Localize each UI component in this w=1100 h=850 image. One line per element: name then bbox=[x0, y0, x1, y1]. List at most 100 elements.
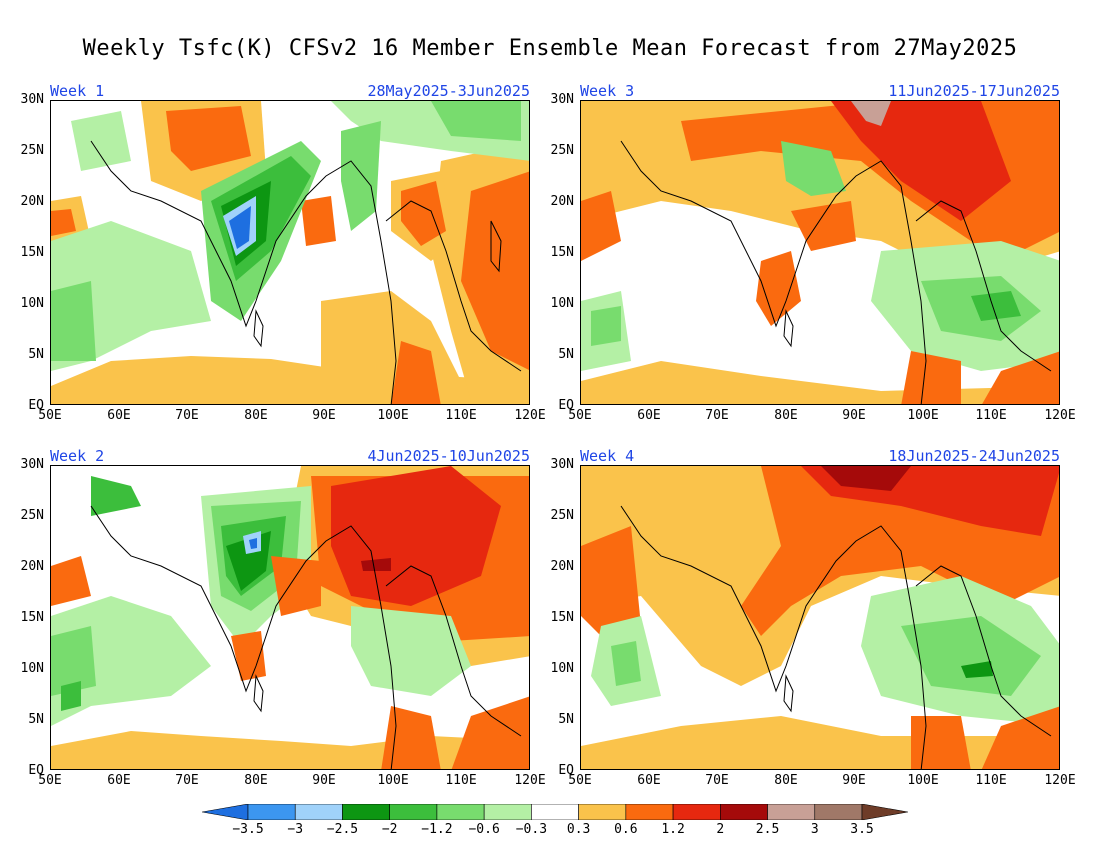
colorbar-swatch bbox=[814, 804, 863, 820]
colorbar-swatch bbox=[720, 804, 768, 820]
lat-label: 10N bbox=[20, 296, 44, 311]
colorbar-label: 3.5 bbox=[850, 822, 874, 837]
lon-label: 50E bbox=[38, 773, 62, 788]
lat-label: 10N bbox=[20, 661, 44, 676]
lat-label: 30N bbox=[20, 92, 44, 107]
colorbar bbox=[202, 804, 908, 820]
colorbar-swatch bbox=[436, 804, 485, 820]
lat-label: 30N bbox=[550, 92, 574, 107]
lon-label: 100E bbox=[377, 773, 409, 788]
lat-label: 5N bbox=[558, 347, 574, 362]
colorbar-swatch bbox=[625, 804, 674, 820]
lat-label: 20N bbox=[550, 559, 574, 574]
lon-label: 60E bbox=[107, 408, 131, 423]
lon-label: 70E bbox=[705, 408, 729, 423]
colorbar-label: −0.6 bbox=[468, 822, 500, 837]
colorbar-label: −2 bbox=[381, 822, 398, 837]
lon-label: 100E bbox=[377, 408, 409, 423]
panel-week-4: Week 4 18Jun2025-24Jun2025 30N 25N 20N 1… bbox=[551, 447, 1076, 788]
colorbar-label: −2.5 bbox=[326, 822, 359, 837]
lon-label: 90E bbox=[312, 408, 336, 423]
lon-label: 80E bbox=[774, 773, 798, 788]
lat-label: EQ bbox=[558, 763, 574, 778]
colorbar-swatch bbox=[531, 804, 579, 820]
date-range-label: 4Jun2025-10Jun2025 bbox=[367, 447, 530, 465]
colorbar-swatch bbox=[483, 804, 532, 820]
lat-label: 25N bbox=[20, 508, 44, 523]
lon-label: 100E bbox=[907, 408, 939, 423]
week-label: Week 4 bbox=[580, 447, 635, 465]
lon-label: 50E bbox=[568, 408, 592, 423]
lat-label: 5N bbox=[28, 712, 44, 727]
lat-label: EQ bbox=[558, 398, 574, 413]
lon-label: 60E bbox=[637, 773, 661, 788]
colorbar-label: −1.2 bbox=[421, 822, 453, 837]
lat-label: 5N bbox=[28, 347, 44, 362]
lat-label: 20N bbox=[20, 194, 44, 209]
lat-label: 25N bbox=[550, 508, 574, 523]
colorbar-swatch bbox=[294, 804, 343, 820]
lon-label: 120E bbox=[1044, 408, 1076, 423]
anomaly-map bbox=[50, 465, 530, 770]
lon-label: 50E bbox=[568, 773, 592, 788]
colorbar-label: 0.6 bbox=[614, 822, 638, 837]
lon-label: 120E bbox=[514, 408, 546, 423]
anomaly-map bbox=[50, 100, 530, 405]
lon-label: 70E bbox=[705, 773, 729, 788]
anomaly-map bbox=[580, 465, 1060, 770]
lat-label: 15N bbox=[20, 610, 44, 625]
lon-label: 120E bbox=[514, 773, 546, 788]
panel-week-2: Week 2 4Jun2025-10Jun2025 bbox=[21, 447, 546, 788]
colorbar-label: 2.5 bbox=[755, 822, 780, 837]
lat-label: 25N bbox=[550, 143, 574, 158]
lat-label: 30N bbox=[550, 457, 574, 472]
colorbar-label: −0.3 bbox=[515, 822, 548, 837]
colorbar-swatch bbox=[342, 804, 390, 820]
lon-label: 60E bbox=[107, 773, 131, 788]
lat-label: EQ bbox=[28, 398, 44, 413]
colorbar-swatch bbox=[247, 804, 296, 820]
colorbar-label: −3.5 bbox=[232, 822, 264, 837]
lat-label: 10N bbox=[550, 661, 574, 676]
colorbar-label: 0.3 bbox=[566, 822, 591, 837]
colorbar-label: 2 bbox=[716, 822, 725, 837]
lon-label: 50E bbox=[38, 408, 62, 423]
panel-week-3: Week 3 11Jun2025-17Jun2025 30N 25N 20N 1… bbox=[551, 82, 1076, 423]
lon-label: 110E bbox=[445, 773, 477, 788]
lon-label: 90E bbox=[842, 408, 866, 423]
colorbar-swatch bbox=[672, 804, 721, 820]
lon-label: 110E bbox=[975, 408, 1007, 423]
colorbar-label: −3 bbox=[287, 822, 304, 837]
date-range-label: 28May2025-3Jun2025 bbox=[367, 82, 530, 100]
colorbar-label: 1.2 bbox=[661, 822, 685, 837]
panel-week-1: Week 1 28May2025-3Jun2025 bbox=[21, 82, 546, 423]
colorbar-swatch bbox=[578, 804, 627, 820]
date-range-label: 11Jun2025-17Jun2025 bbox=[888, 82, 1060, 100]
colorbar-swatch bbox=[861, 804, 908, 820]
lat-label: 30N bbox=[20, 457, 44, 472]
lon-label: 90E bbox=[842, 773, 866, 788]
lon-label: 90E bbox=[312, 773, 336, 788]
lat-label: 15N bbox=[550, 610, 574, 625]
lat-label: 25N bbox=[20, 143, 44, 158]
lon-label: 120E bbox=[1044, 773, 1076, 788]
date-range-label: 18Jun2025-24Jun2025 bbox=[888, 447, 1060, 465]
lat-label: 20N bbox=[20, 559, 44, 574]
lon-label: 70E bbox=[175, 408, 199, 423]
lon-label: 80E bbox=[774, 408, 798, 423]
lon-label: 100E bbox=[907, 773, 939, 788]
lon-label: 110E bbox=[445, 408, 477, 423]
colorbar-swatch bbox=[767, 804, 816, 820]
figure-title: Weekly Tsfc(K) CFSv2 16 Member Ensemble … bbox=[82, 36, 1018, 61]
lon-label: 60E bbox=[637, 408, 661, 423]
lat-label: 10N bbox=[550, 296, 574, 311]
lat-label: EQ bbox=[28, 763, 44, 778]
week-label: Week 2 bbox=[50, 447, 105, 465]
lat-label: 15N bbox=[20, 245, 44, 260]
week-label: Week 3 bbox=[580, 82, 635, 100]
colorbar-swatch bbox=[202, 804, 249, 820]
lon-label: 70E bbox=[175, 773, 199, 788]
lat-label: 20N bbox=[550, 194, 574, 209]
week-label: Week 1 bbox=[50, 82, 105, 100]
lon-label: 80E bbox=[244, 773, 268, 788]
